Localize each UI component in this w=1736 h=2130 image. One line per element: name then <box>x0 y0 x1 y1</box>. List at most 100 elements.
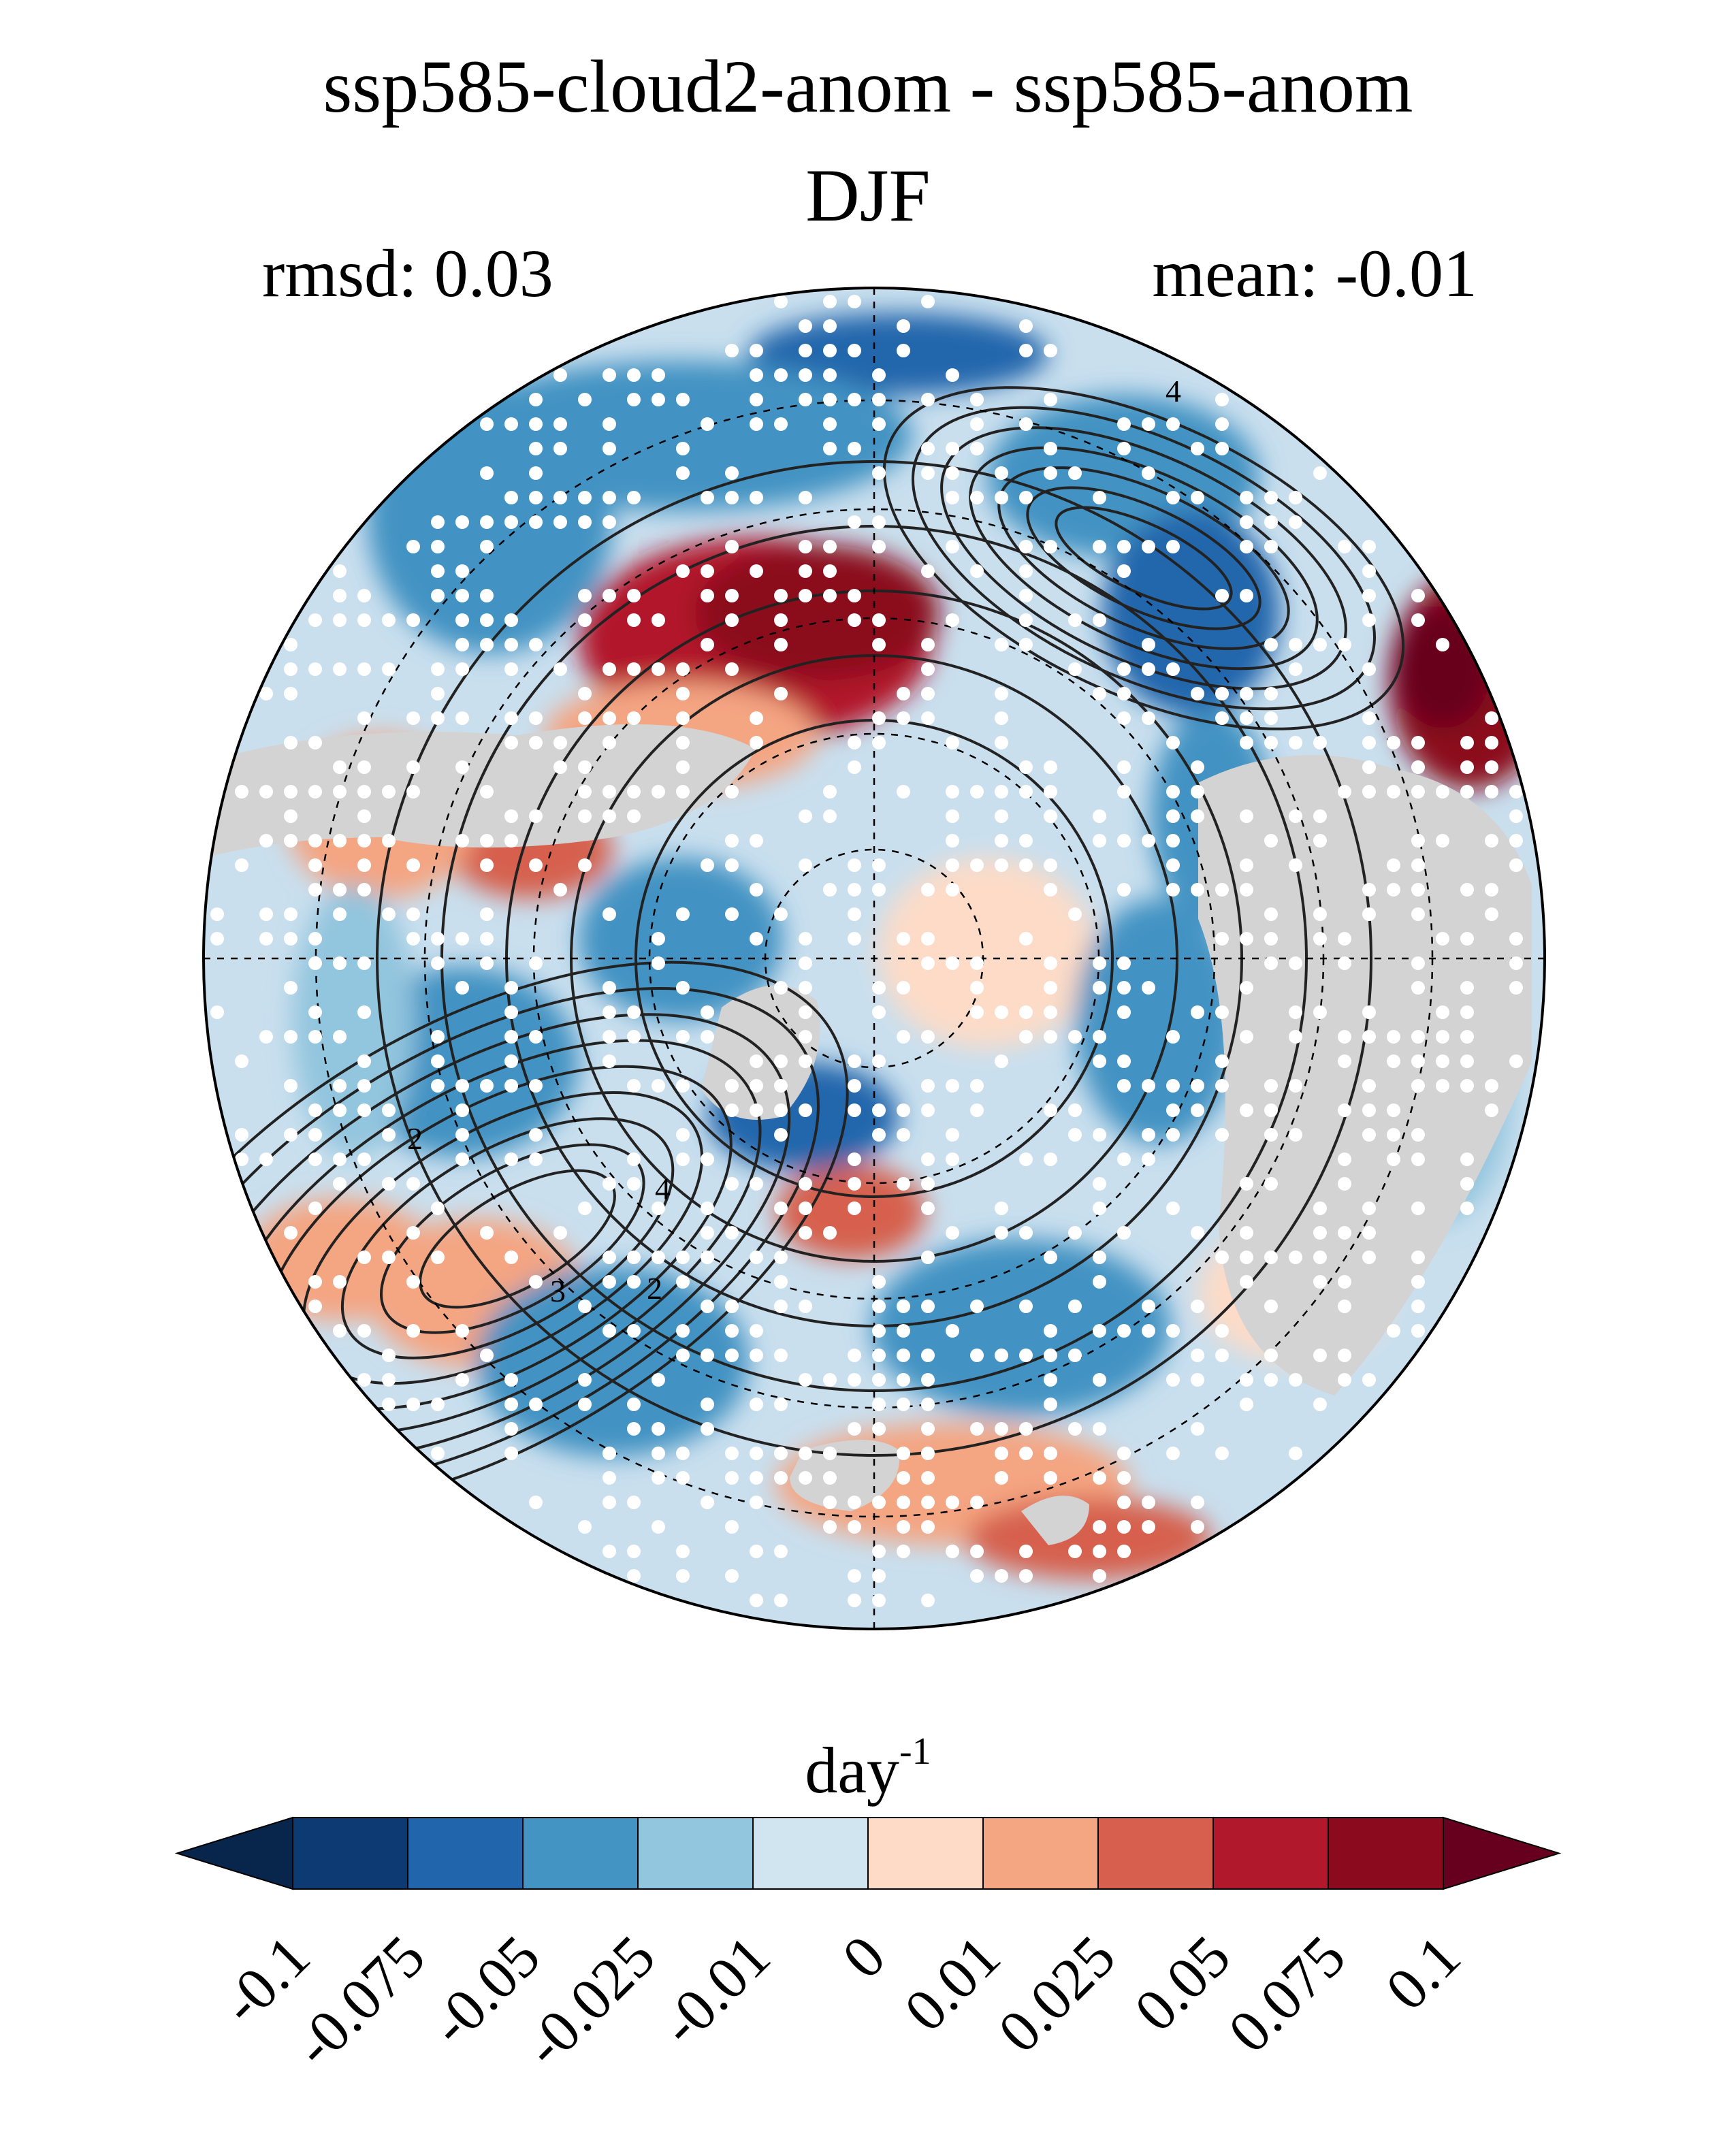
stipple-dot <box>357 858 371 872</box>
stipple-dot <box>1240 981 1253 995</box>
stipple-dot <box>872 736 886 749</box>
stipple-dot <box>1093 1201 1106 1215</box>
stipple-dot <box>1068 1422 1082 1436</box>
stipple-dot <box>823 417 837 431</box>
stipple-dot <box>848 1201 861 1215</box>
stipple-dot <box>1019 564 1033 578</box>
stipple-dot <box>480 417 494 431</box>
stipple-dot <box>750 1471 763 1485</box>
colorbar-box <box>867 1817 984 1890</box>
stipple-dot <box>1215 687 1229 700</box>
stipple-dot <box>504 638 518 651</box>
stipple-dot <box>1117 1079 1131 1093</box>
stipple-dot <box>823 1447 837 1460</box>
stipple-dot <box>946 1152 959 1166</box>
stipple-dot <box>799 1373 812 1387</box>
stipple-dot <box>480 466 494 480</box>
stipple-dot <box>1117 956 1131 970</box>
stipple-dot <box>627 1275 641 1289</box>
stipple-dot <box>848 858 861 872</box>
stipple-dot <box>848 1422 861 1436</box>
stipple-dot <box>1019 1422 1033 1436</box>
stipple-dot <box>750 491 763 504</box>
stipple-dot <box>1436 932 1449 946</box>
stipple-dot <box>1338 956 1351 970</box>
stipple-dot <box>1509 785 1523 798</box>
stipple-dot <box>921 1250 935 1264</box>
stipple-dot <box>529 515 543 529</box>
stipple-dot <box>284 1128 298 1142</box>
stipple-dot <box>1338 1373 1351 1387</box>
stipple-dot <box>823 564 837 578</box>
stipple-dot <box>652 1373 665 1387</box>
stipple-dot <box>750 1447 763 1460</box>
stipple-dot <box>1068 1349 1082 1362</box>
colorbar-tick-label: -0.025 <box>512 1924 668 2080</box>
stipple-dot <box>455 1152 469 1166</box>
stipple-dot <box>1093 491 1106 504</box>
stipple-dot <box>1019 491 1033 504</box>
stipple-dot <box>1338 1152 1351 1166</box>
stipple-dot <box>1093 613 1106 627</box>
stipple-dot <box>1215 1005 1229 1019</box>
stipple-dot <box>676 1447 690 1460</box>
stipple-dot <box>455 1128 469 1142</box>
stipple-dot <box>1019 540 1033 553</box>
stipple-dot <box>529 956 543 970</box>
stipple-dot <box>1044 858 1057 872</box>
stipple-dot <box>1387 736 1400 749</box>
stipple-dot <box>357 711 371 725</box>
stipple-dot <box>725 466 739 480</box>
stipple-dot <box>1264 956 1278 970</box>
stipple-dot <box>921 1520 935 1534</box>
stipple-dot <box>1240 1226 1253 1240</box>
stipple-dot <box>1436 1005 1449 1019</box>
stipple-dot <box>970 393 984 406</box>
stipple-dot <box>750 1250 763 1264</box>
stipple-dot <box>652 1520 665 1534</box>
stipple-dot <box>1142 1324 1155 1338</box>
stipple-dot <box>627 785 641 798</box>
stipple-dot <box>529 417 543 431</box>
stipple-dot <box>357 1079 371 1093</box>
stipple-dot <box>480 932 494 946</box>
stipple-dot <box>455 981 469 995</box>
stipple-dot <box>995 466 1008 480</box>
stipple-dot <box>529 393 543 406</box>
stipple-dot <box>1436 638 1449 651</box>
stipple-dot <box>1313 1250 1327 1264</box>
stipple-dot <box>1411 1300 1425 1313</box>
stipple-dot <box>455 1079 469 1093</box>
stipple-dot <box>382 1250 396 1264</box>
stipple-dot <box>333 1275 347 1289</box>
stipple-dot <box>480 1226 494 1240</box>
stipple-dot <box>1509 858 1523 872</box>
stipple-dot <box>897 1373 910 1387</box>
stipple-dot <box>1289 1079 1302 1093</box>
stipple-dot <box>799 981 812 995</box>
stipple-dot <box>897 711 910 725</box>
stipple-dot <box>1117 1324 1131 1338</box>
stipple-dot <box>676 564 690 578</box>
stipple-dot <box>357 662 371 676</box>
stipple-dot <box>284 809 298 823</box>
stipple-dot <box>357 1005 371 1019</box>
stipple-dot <box>897 1300 910 1313</box>
stipple-dot <box>725 491 739 504</box>
stipple-dot <box>676 1349 690 1362</box>
stipple-dot <box>799 1103 812 1117</box>
stipple-dot <box>406 1226 420 1240</box>
stipple-dot <box>1191 785 1204 798</box>
stipple-dot <box>1240 589 1253 602</box>
stipple-dot <box>627 613 641 627</box>
stipple-dot <box>1166 883 1180 897</box>
stipple-dot <box>774 981 788 995</box>
stipple-dot <box>627 1250 641 1264</box>
stipple-dot <box>725 1471 739 1485</box>
stipple-dot <box>897 1103 910 1117</box>
stipple-dot <box>1411 1128 1425 1142</box>
stipple-dot <box>1411 1324 1425 1338</box>
stipple-dot <box>333 1079 347 1093</box>
stipple-dot <box>1019 344 1033 357</box>
